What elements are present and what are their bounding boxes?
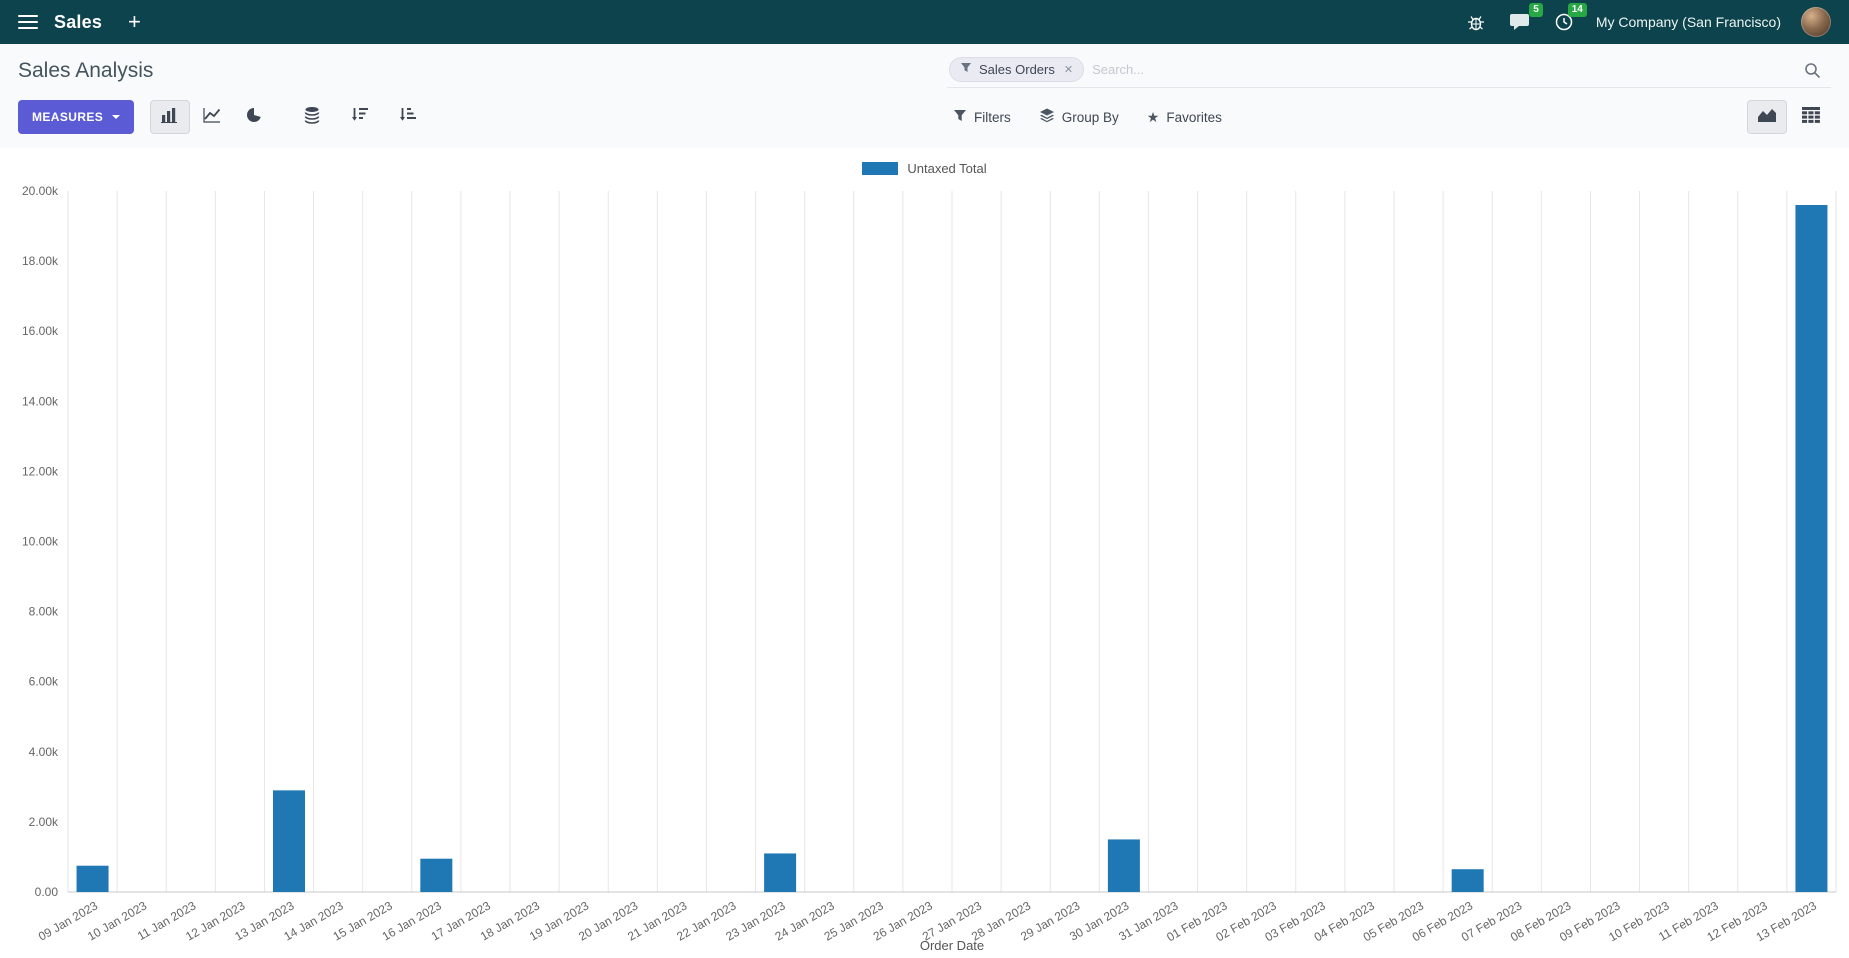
plus-icon[interactable]: + <box>128 9 141 34</box>
favorites-menu[interactable]: ★ Favorites <box>1146 109 1222 125</box>
line-chart-button[interactable] <box>192 100 232 134</box>
sales-analysis-bar-chart[interactable]: 0.00 2.00k 4.00k 6.00k 8.00k 10.00k 12.00k 14.0… <box>0 178 1849 958</box>
search-facet-sales-orders[interactable]: Sales Orders ✕ <box>949 57 1085 82</box>
search-bar[interactable]: Sales Orders ✕ <box>947 54 1831 88</box>
bar-chart-button[interactable] <box>150 100 191 134</box>
filter-menus: Filters Group By ★ Favorites <box>947 108 1222 126</box>
x-axis-title: Order Date <box>920 938 984 953</box>
y-tick-label: 20.00k <box>22 184 59 198</box>
pie-chart-button[interactable] <box>234 100 274 134</box>
bar[interactable] <box>764 853 797 892</box>
facet-remove-icon[interactable]: ✕ <box>1063 64 1074 76</box>
bug-icon[interactable] <box>1464 10 1488 34</box>
y-tick-label: 0.00 <box>35 885 59 899</box>
filters-menu[interactable]: Filters <box>953 109 1011 125</box>
bar[interactable] <box>76 865 109 892</box>
graph-extra-tools <box>292 100 428 134</box>
y-tick-label: 2.00k <box>29 815 59 829</box>
navbar-right: 5 14 My Company (San Francisco) <box>1464 3 1831 37</box>
y-tick-label: 8.00k <box>29 605 59 619</box>
group-by-menu[interactable]: Group By <box>1039 108 1119 126</box>
activities-badge: 14 <box>1567 3 1587 17</box>
control-panel: Sales Analysis Sales Orders ✕ MEASURES <box>0 44 1849 148</box>
favorites-star-icon: ★ <box>1146 109 1160 125</box>
legend-label: Untaxed Total <box>907 160 987 176</box>
y-tick-label: 16.00k <box>22 324 59 338</box>
company-switcher[interactable]: My Company (San Francisco) <box>1595 14 1781 30</box>
chart-area: Untaxed Total 0.00 2.00k 4.00k 6.00k 8.00k 10… <box>0 148 1849 958</box>
bar[interactable] <box>420 858 453 892</box>
search-input[interactable] <box>1092 62 1791 77</box>
search-options-row: Filters Group By ★ Favorites <box>947 100 1831 134</box>
group-by-layers-icon <box>1039 108 1055 126</box>
bar[interactable] <box>1795 205 1828 892</box>
y-tick-label: 4.00k <box>29 745 59 759</box>
stacked-toggle-button[interactable] <box>292 100 332 134</box>
y-tick-label: 12.00k <box>22 464 59 478</box>
pie-chart-icon <box>246 107 262 128</box>
bar[interactable] <box>273 790 305 892</box>
legend-swatch[interactable] <box>862 161 899 175</box>
measures-button[interactable]: MEASURES <box>18 100 135 134</box>
chart-legend[interactable]: Untaxed Total <box>0 148 1849 178</box>
y-tick-label: 14.00k <box>22 394 59 408</box>
y-tick-label: 10.00k <box>22 535 59 549</box>
search-icon[interactable] <box>1799 57 1825 83</box>
sort-ascending-button[interactable] <box>388 100 428 134</box>
bar-chart-icon <box>161 107 179 128</box>
line-chart-icon <box>203 107 221 128</box>
caret-down-icon <box>112 115 121 119</box>
chart-type-group <box>150 100 274 134</box>
bar[interactable] <box>1451 869 1484 892</box>
y-tick-label: 18.00k <box>22 254 59 268</box>
view-switcher <box>1747 100 1831 134</box>
page-title: Sales Analysis <box>18 59 154 82</box>
stacked-database-icon <box>304 106 320 129</box>
messages-icon[interactable]: 5 <box>1508 3 1543 34</box>
top-navbar: Sales + 5 14 My Company (San Francisco) <box>0 0 1849 44</box>
app-name[interactable]: Sales <box>54 11 103 32</box>
y-tick-label: 6.00k <box>29 675 59 689</box>
graph-view-button[interactable] <box>1747 100 1787 134</box>
pivot-view-button[interactable] <box>1791 100 1831 134</box>
area-chart-view-icon <box>1757 107 1777 128</box>
graph-toolbar: MEASURES <box>18 100 947 134</box>
messages-badge: 5 <box>1529 3 1543 17</box>
avatar[interactable] <box>1801 7 1831 37</box>
filter-funnel-icon <box>953 109 967 125</box>
sort-descending-button[interactable] <box>340 100 380 134</box>
facet-label: Sales Orders <box>979 62 1055 77</box>
pivot-table-icon <box>1802 106 1820 128</box>
sort-asc-icon <box>399 107 417 128</box>
funnel-icon <box>960 62 972 77</box>
apps-menu-icon[interactable] <box>18 15 38 29</box>
sort-desc-icon <box>351 107 369 128</box>
activities-clock-icon[interactable]: 14 <box>1552 3 1587 34</box>
bar[interactable] <box>1107 839 1140 892</box>
